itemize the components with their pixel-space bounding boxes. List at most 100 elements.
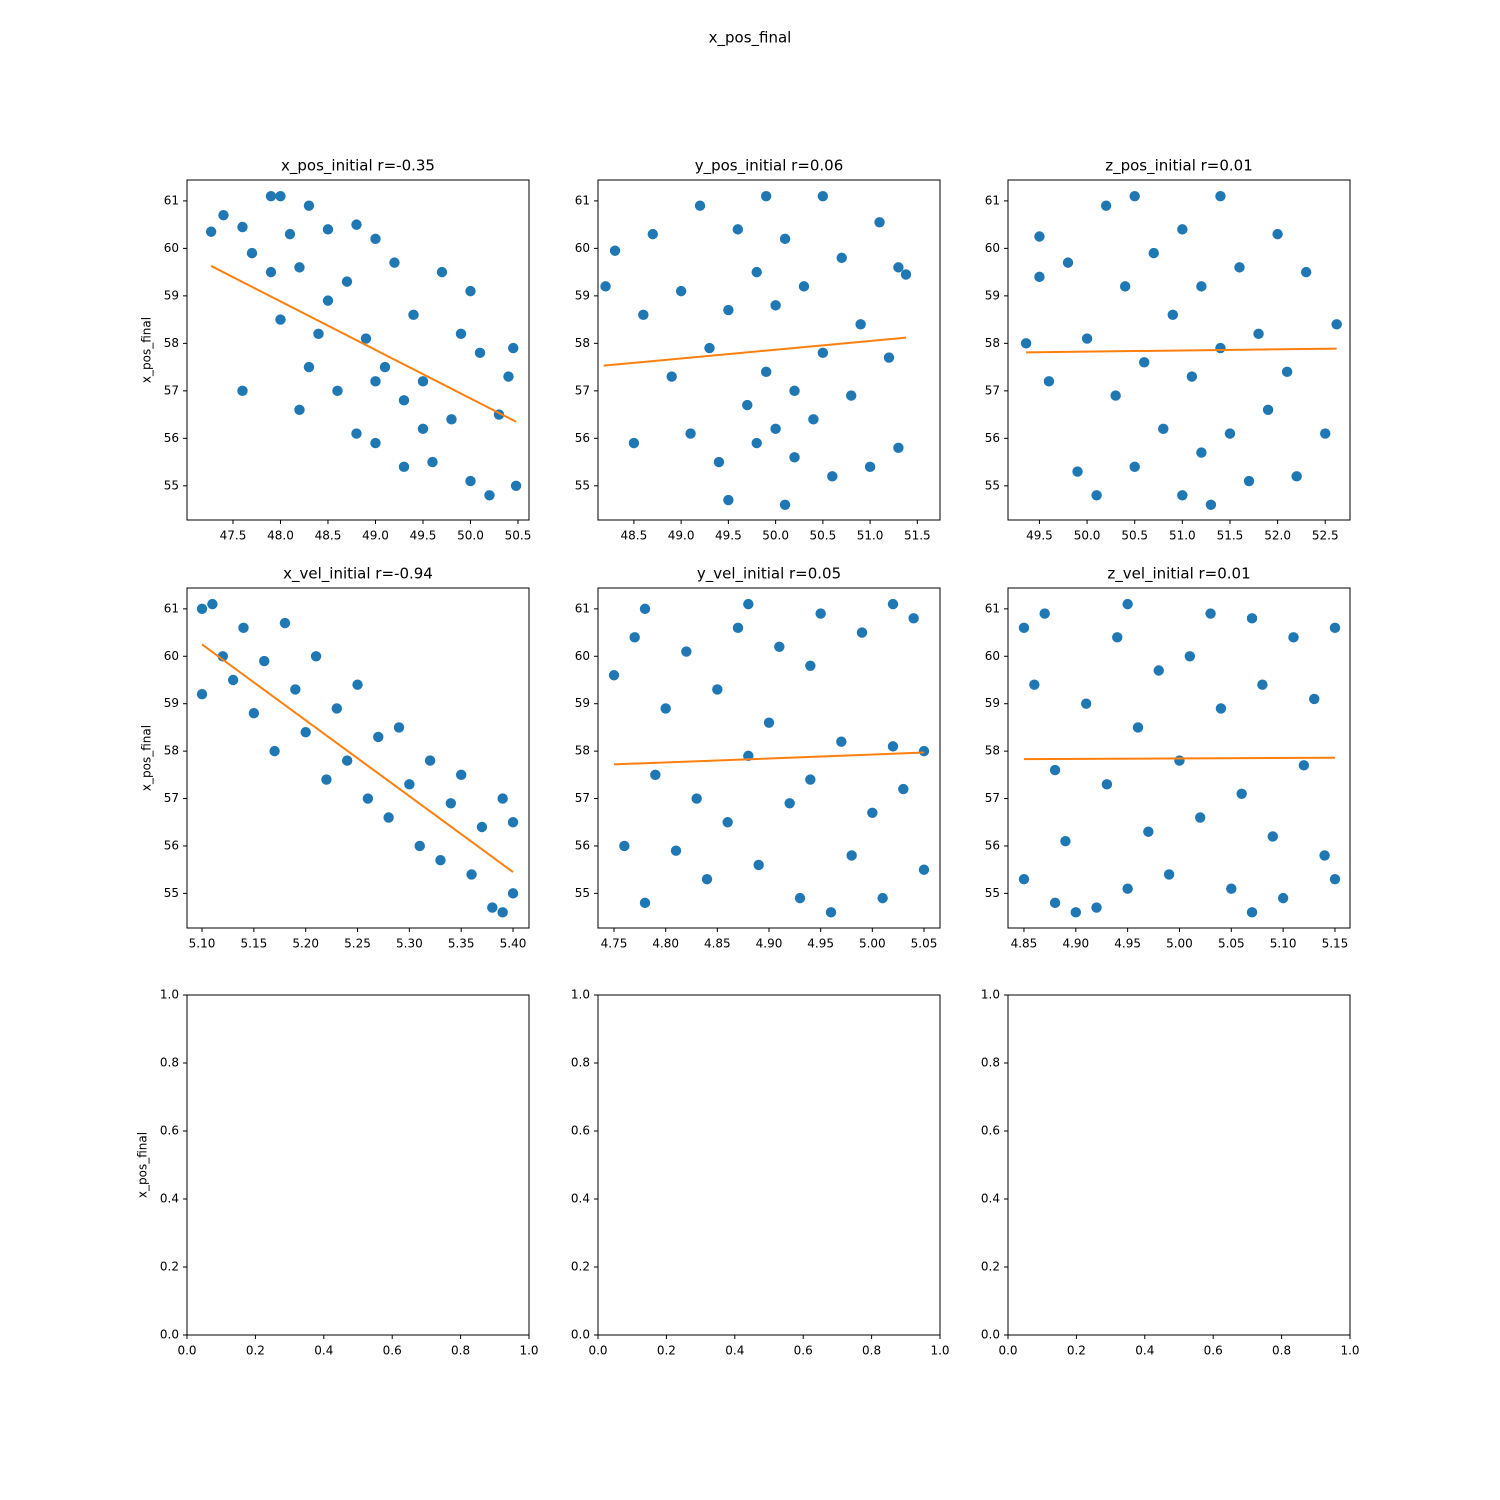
x-tick-label: 0.0	[177, 1344, 196, 1358]
fit-line	[210, 265, 517, 423]
data-point	[1018, 622, 1030, 634]
x-tick-label: 1.0	[519, 1344, 538, 1358]
y-tick-label: 59	[164, 288, 179, 302]
data-point	[867, 807, 878, 818]
y-tick-label: 56	[985, 431, 1000, 445]
data-point	[474, 347, 486, 359]
data-point	[1329, 622, 1341, 634]
data-point	[1112, 632, 1123, 643]
data-point	[322, 295, 334, 306]
data-point	[743, 598, 754, 610]
y-tick-label: 0.4	[981, 1192, 1000, 1206]
x-tick-label: 50.5	[505, 529, 532, 543]
data-point	[704, 342, 715, 354]
data-point	[1139, 357, 1150, 368]
x-tick-label: 0.8	[1272, 1344, 1291, 1358]
data-point	[284, 228, 296, 240]
data-point	[497, 907, 508, 918]
data-point	[798, 281, 810, 292]
data-point	[1215, 703, 1227, 714]
y-tick-label: 61	[575, 193, 590, 207]
y-axis-label: x_pos_final	[136, 1132, 150, 1198]
y-tick-label: 58	[575, 744, 590, 758]
x-tick-label: 5.00	[859, 937, 886, 951]
data-point	[362, 793, 374, 804]
y-tick-label: 55	[575, 886, 590, 900]
data-point	[779, 233, 791, 245]
data-point	[1091, 902, 1102, 913]
data-point	[836, 736, 847, 747]
y-tick-label: 56	[164, 431, 179, 445]
data-point	[1072, 466, 1083, 477]
x-tick-label: 5.20	[292, 937, 319, 951]
data-point	[784, 798, 795, 809]
data-point	[1119, 281, 1131, 292]
data-point	[507, 817, 519, 828]
y-tick-label: 0.0	[160, 1328, 179, 1342]
data-point	[628, 437, 640, 449]
data-point	[466, 869, 477, 880]
data-point	[1174, 755, 1185, 766]
data-point	[1253, 328, 1264, 340]
data-point	[713, 456, 725, 468]
data-point	[332, 385, 343, 397]
data-point	[370, 437, 381, 449]
data-point	[294, 404, 305, 416]
x-tick-label: 0.2	[1067, 1344, 1086, 1358]
data-point	[205, 226, 217, 237]
data-point	[742, 399, 753, 411]
data-point	[322, 224, 334, 235]
x-tick-label: 4.90	[1062, 937, 1089, 951]
x-tick-label: 5.40	[500, 937, 527, 951]
data-point	[723, 304, 734, 316]
data-point	[1319, 850, 1330, 861]
y-tick-label: 1.0	[160, 988, 179, 1002]
x-tick-label: 5.25	[344, 937, 371, 951]
data-point	[321, 774, 332, 785]
data-point	[874, 217, 885, 228]
y-tick-label: 0.6	[981, 1124, 1000, 1138]
data-point	[507, 888, 519, 899]
data-point	[238, 622, 249, 634]
y-tick-label: 58	[985, 336, 1000, 350]
data-point	[608, 670, 620, 681]
data-point	[424, 755, 436, 766]
data-point	[510, 480, 522, 492]
y-tick-label: 59	[575, 288, 590, 302]
data-point	[1167, 309, 1179, 321]
x-tick-label: 49.0	[668, 529, 695, 543]
y-tick-label: 61	[164, 193, 179, 207]
data-point	[763, 717, 775, 728]
y-tick-label: 55	[985, 886, 1000, 900]
y-tick-label: 0.6	[160, 1124, 179, 1138]
data-point	[1132, 722, 1144, 733]
data-point	[898, 783, 909, 795]
x-tick-label: 50.0	[1074, 529, 1101, 543]
y-tick-label: 0.2	[160, 1260, 179, 1274]
x-tick-label: 4.85	[1011, 937, 1038, 951]
x-tick-label: 0.2	[246, 1344, 265, 1358]
data-point	[275, 190, 286, 202]
y-tick-label: 60	[575, 649, 590, 663]
data-point	[815, 608, 826, 619]
x-tick-label: 48.5	[621, 529, 648, 543]
y-tick-label: 58	[164, 744, 179, 758]
y-tick-label: 55	[164, 478, 179, 492]
x-tick-label: 52.5	[1312, 529, 1339, 543]
data-point	[723, 494, 734, 506]
data-point	[398, 461, 410, 473]
data-point	[1215, 190, 1226, 202]
data-point	[1331, 319, 1342, 330]
y-tick-label: 61	[985, 601, 1000, 615]
data-point	[883, 352, 895, 363]
data-point	[1153, 665, 1164, 676]
axes-frame	[1007, 994, 1351, 1336]
y-axis-label: x_pos_final	[140, 317, 154, 383]
data-point	[370, 233, 381, 245]
x-tick-label: 4.95	[1114, 937, 1141, 951]
data-point	[497, 793, 508, 804]
data-point	[1262, 404, 1274, 416]
data-point	[789, 385, 800, 397]
data-point	[436, 266, 448, 278]
data-point	[389, 257, 400, 268]
